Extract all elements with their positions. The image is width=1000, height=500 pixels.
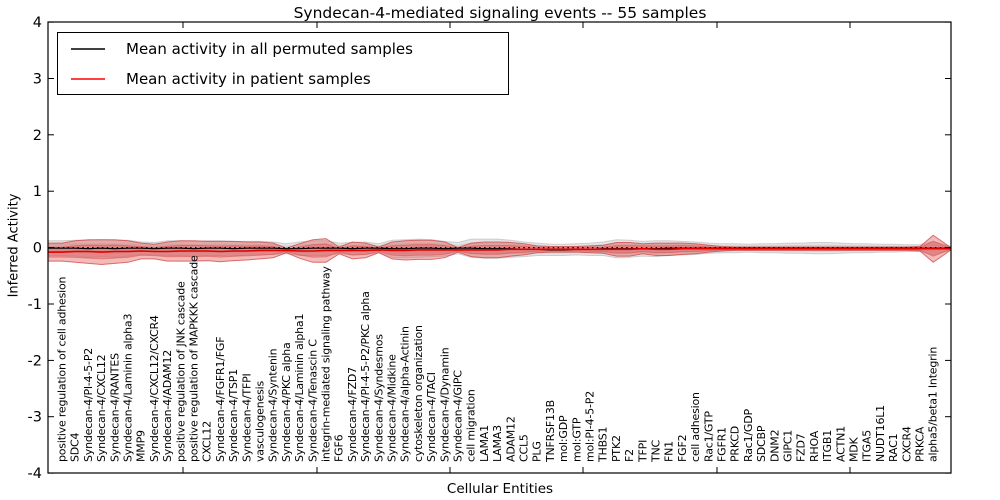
- x-tick-label: Syndecan-4/Syntenin: [267, 348, 280, 462]
- legend-label-permuted: Mean activity in all permuted samples: [126, 39, 413, 58]
- x-tick-label: FGFR1: [716, 427, 729, 462]
- x-tick-label: vasculogenesis: [254, 381, 267, 462]
- y-tick-label: -2: [28, 353, 42, 369]
- y-tick-label: -4: [28, 466, 42, 482]
- x-tick-label: PRKCD: [729, 426, 742, 462]
- x-tick-label: positive regulation of cell adhesion: [56, 276, 69, 462]
- x-tick-label: Syndecan-4/Laminin alpha1: [293, 314, 306, 462]
- x-tick-label: FGF6: [333, 434, 346, 462]
- x-tick-label: FZD7: [795, 433, 808, 462]
- x-tick-label: Syndecan-4/alpha-Actinin: [399, 326, 412, 462]
- x-tick-label: RHOA: [808, 430, 821, 462]
- x-tick-label: RAC1: [887, 434, 900, 462]
- x-axis-label: Cellular Entities: [446, 481, 554, 497]
- y-tick-label: 3: [33, 72, 42, 88]
- x-tick-label: Syndecan-4/TSP1: [227, 369, 240, 462]
- x-tick-label: Syndecan-4/RANTES: [108, 353, 121, 462]
- x-tick-label: TFPI: [636, 440, 649, 463]
- x-tick-label: PLG: [531, 441, 544, 462]
- x-tick-label: NUDT16L1: [874, 405, 887, 462]
- legend-label-patient: Mean activity in patient samples: [126, 69, 371, 88]
- x-tick-label: FGF2: [676, 435, 689, 462]
- legend-line-permuted-icon: [71, 47, 105, 50]
- y-tick-label: 0: [33, 241, 42, 257]
- legend-item-permuted: Mean activity in all permuted samples: [58, 34, 508, 63]
- x-tick-label: ACTN1: [834, 426, 847, 462]
- y-tick-label: -1: [28, 297, 42, 313]
- x-tick-label: positive regulation of JNK cascade: [174, 281, 187, 462]
- x-tick-label: Syndecan-4/PI-4-5-P2: [82, 348, 95, 462]
- x-tick-label: LAMA3: [491, 425, 504, 462]
- x-tick-label: Syndecan-4/FZD7: [346, 367, 359, 462]
- x-tick-label: mol:PI-4-5-P2: [584, 391, 597, 462]
- x-tick-label: Syndecan-4/Midkine: [386, 354, 399, 462]
- x-tick-label: positive regulation of MAPKKK cascade: [188, 255, 201, 462]
- x-tick-label: CXCL12: [201, 421, 214, 462]
- x-tick-label: PRKCA: [914, 426, 927, 462]
- x-tick-label: Rac1/GDP: [742, 409, 755, 462]
- x-tick-label: ITGB1: [821, 430, 834, 462]
- x-tick-label: alpha5/beta1 Integrin: [927, 347, 940, 462]
- x-tick-label: Syndecan-4/PKC alpha: [280, 342, 293, 462]
- x-tick-label: mol:GDP: [557, 415, 570, 462]
- y-tick-label: 2: [33, 128, 42, 144]
- y-tick-label: 4: [33, 15, 42, 31]
- x-tick-label: Syndecan-4/CXCL12: [95, 355, 108, 462]
- x-tick-label: Rac1/GTP: [702, 411, 715, 462]
- y-tick-label: 1: [33, 184, 42, 200]
- x-tick-label: CXCR4: [900, 426, 913, 462]
- x-tick-label: ADAM12: [504, 416, 517, 462]
- x-tick-label: GIPC1: [782, 430, 795, 462]
- legend-line-patient-icon: [71, 77, 105, 80]
- x-tick-label: Syndecan-4/PI-4-5-P2/PKC alpha: [359, 291, 372, 462]
- x-tick-label: F2: [623, 449, 636, 462]
- x-tick-label: TNFRSF13B: [544, 400, 557, 463]
- x-tick-label: cell migration: [465, 389, 478, 462]
- x-tick-label: LAMA1: [478, 425, 491, 462]
- x-tick-label: integrin-mediated signaling pathway: [320, 266, 333, 462]
- x-tick-label: Syndecan-4/Laminin alpha3: [122, 314, 135, 462]
- x-tick-label: SDCBP: [755, 425, 768, 462]
- x-tick-label: CCL5: [518, 434, 531, 462]
- mean-line-patient: [48, 247, 951, 253]
- legend: Mean activity in all permuted samples Me…: [57, 32, 509, 95]
- x-tick-label: mol:GTP: [570, 417, 583, 462]
- x-tick-label: THBS1: [597, 427, 610, 463]
- x-tick-label: DNM2: [768, 430, 781, 462]
- x-tick-label: Syndecan-4/CXCL12/CXCR4: [148, 315, 161, 462]
- x-tick-label: FN1: [663, 441, 676, 462]
- x-tick-label: cytoskeleton organization: [412, 325, 425, 462]
- x-tick-label: Syndecan-4/GIPC: [452, 370, 465, 462]
- x-tick-label: Syndecan-4/Dynamin: [438, 347, 451, 462]
- x-tick-label: cell adhesion: [689, 392, 702, 462]
- x-tick-label: Syndecan-4/ADAM12: [161, 350, 174, 462]
- x-tick-label: PTK2: [610, 435, 623, 462]
- y-tick-label: -3: [28, 410, 42, 426]
- chart-title: Syndecan-4-mediated signaling events -- …: [293, 4, 707, 22]
- x-tick-label: MDK: [848, 436, 861, 462]
- x-tick-label: ITGA5: [861, 430, 874, 462]
- legend-item-patient: Mean activity in patient samples: [58, 64, 508, 93]
- x-tick-label: Syndecan-4/FGFR1/FGF: [214, 337, 227, 462]
- x-tick-label: Syndecan-4/TACI: [425, 372, 438, 462]
- x-tick-label: MMP9: [135, 430, 148, 462]
- x-tick-label: Syndecan-4/Tenascin C: [306, 339, 319, 462]
- x-tick-label: TNC: [650, 439, 663, 463]
- x-tick-label: Syndecan-4/TFPI: [240, 373, 253, 462]
- x-tick-label: SDC4: [69, 432, 82, 462]
- x-tick-label: Syndecan-4/Syndesmos: [372, 334, 385, 462]
